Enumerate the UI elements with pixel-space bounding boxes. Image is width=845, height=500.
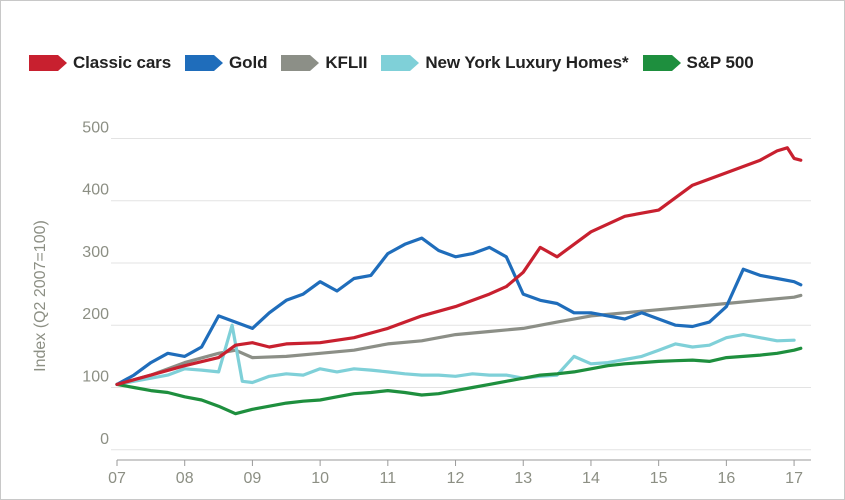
legend-label: Gold	[229, 53, 268, 72]
gridlines	[111, 137, 811, 451]
x-tick-label: 12	[447, 470, 465, 487]
x-tick-label: 16	[717, 470, 735, 487]
x-tick-label: 10	[311, 470, 329, 487]
series-line-new-york-luxury-homes	[115, 323, 796, 386]
legend-swatch-classic-cars	[29, 55, 67, 71]
legend-item-sandp-500: S&P 500	[642, 53, 754, 73]
y-axis: 0 100 200 300 400 500	[82, 119, 109, 447]
legend: Classic cars Gold KFLII New York Luxury Hom…	[29, 53, 754, 73]
series-line-sandp-500	[115, 346, 803, 416]
legend-label: KFLII	[325, 53, 368, 72]
y-tick-label: 100	[82, 369, 109, 386]
y-tick-label: 0	[100, 431, 109, 448]
x-tick-label: 13	[514, 470, 532, 487]
y-tick-label: 400	[82, 182, 109, 199]
x-axis: 07 08 09 10 11 12 13 14 15 16 17	[108, 459, 811, 487]
legend-item-classic-cars: Classic cars	[29, 53, 171, 73]
legend-swatch-kflii	[281, 55, 320, 71]
x-tick-label: 15	[650, 470, 668, 487]
legend-swatch-gold	[185, 55, 224, 71]
legend-label: Classic cars	[73, 53, 172, 72]
y-tick-label: 300	[82, 244, 109, 261]
x-tick-label: 14	[582, 470, 600, 487]
legend-item-new-york-luxury-homes: New York Luxury Homes*	[381, 53, 629, 73]
legend-item-kflii: KFLII	[281, 53, 367, 73]
legend-swatch-new-york-luxury-homes	[381, 55, 420, 71]
x-tick-label: 17	[785, 470, 803, 487]
y-axis-title: Index (Q2 2007=100)	[32, 220, 49, 372]
legend-item-gold: Gold	[185, 53, 267, 73]
y-tick-label: 200	[82, 306, 109, 323]
x-tick-label: 11	[380, 470, 397, 487]
series-line-gold	[115, 236, 803, 386]
x-tick-label: 09	[244, 470, 262, 487]
y-tick-label: 500	[82, 119, 109, 136]
legend-label: New York Luxury Homes*	[425, 53, 629, 72]
legend-label: S&P 500	[686, 53, 754, 72]
x-tick-label: 07	[108, 470, 126, 487]
legend-swatch-sandp-500	[642, 55, 681, 71]
x-tick-label: 08	[176, 470, 194, 487]
series-line-classic-cars	[115, 146, 803, 386]
